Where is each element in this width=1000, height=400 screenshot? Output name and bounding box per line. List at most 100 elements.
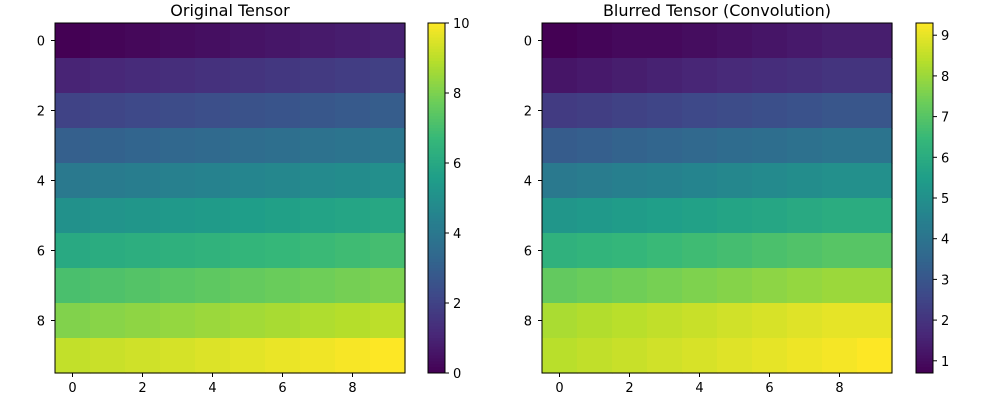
heatmap-cell — [300, 268, 336, 304]
colorbar-segment — [916, 326, 933, 330]
heatmap-cell — [822, 233, 858, 269]
colorbar-segment — [916, 221, 933, 225]
colorbar-segment — [428, 133, 445, 138]
colorbar-segment — [428, 177, 445, 181]
heatmap-cell — [647, 128, 683, 164]
colorbar-segment — [916, 291, 933, 295]
heatmap-cell — [787, 268, 823, 304]
heatmap-cell — [300, 58, 336, 94]
colorbar-segment — [428, 168, 445, 173]
colorbar-segment — [428, 367, 445, 371]
colorbar-segment — [428, 151, 445, 155]
heatmap-cell — [787, 128, 823, 164]
heatmap-cell — [55, 23, 91, 59]
colorbar-segment — [916, 224, 933, 228]
colorbar-segment — [916, 343, 933, 348]
colorbar-segment — [428, 75, 445, 79]
colorbar-segment — [428, 165, 445, 170]
colorbar-segment — [428, 250, 445, 254]
colorbar-segment — [916, 84, 933, 88]
colorbar-segment — [916, 107, 933, 111]
heatmap-cell — [90, 163, 126, 199]
colorbar-segment — [428, 93, 445, 97]
colorbar-segment — [428, 268, 445, 272]
heatmap-cell — [160, 23, 196, 59]
heatmap-cell — [577, 198, 613, 234]
colorbar-segment — [916, 235, 933, 240]
heatmap-cell — [125, 163, 161, 199]
heatmap-cell — [90, 303, 126, 339]
colorbar-tick-label: 2 — [941, 314, 949, 329]
heatmap-cell — [647, 163, 683, 199]
heatmap-cell — [370, 128, 406, 164]
heatmap-cell — [370, 23, 406, 59]
heatmap-cell — [647, 198, 683, 234]
colorbar-segment — [428, 346, 445, 351]
colorbar-segment — [428, 125, 445, 129]
colorbar-segment — [428, 361, 445, 365]
heatmap-cell — [160, 268, 196, 304]
colorbar-segment — [428, 335, 445, 339]
heatmap-cell — [542, 93, 578, 129]
colorbar-segment — [428, 101, 445, 106]
heatmap-cell — [90, 338, 126, 374]
colorbar-segment — [428, 320, 445, 324]
heatmap-cell — [230, 268, 266, 304]
colorbar-segment — [916, 95, 933, 100]
colorbar-segment — [428, 355, 445, 359]
heatmap-cell — [717, 163, 753, 199]
heatmap-cell — [370, 163, 406, 199]
heatmap-cell — [717, 338, 753, 374]
colorbar-segment — [916, 335, 933, 339]
heatmap-cell — [230, 338, 266, 374]
heatmap-cell — [160, 303, 196, 339]
heatmap-cell — [160, 128, 196, 164]
colorbar-segment — [916, 110, 933, 114]
y-tick-label: 6 — [37, 245, 45, 260]
colorbar-segment — [428, 189, 445, 193]
heatmap-cell — [542, 58, 578, 94]
heatmap-cell — [542, 163, 578, 199]
colorbar-segment — [428, 212, 445, 216]
x-tick-label: 2 — [138, 381, 146, 396]
colorbar-segment — [428, 55, 445, 59]
heatmap-cell — [752, 338, 788, 374]
colorbar-segment — [428, 52, 445, 56]
colorbar-segment — [428, 157, 445, 161]
heatmap-cell — [300, 338, 336, 374]
colorbar-segment — [916, 183, 933, 187]
heatmap-cell — [335, 233, 371, 269]
colorbar-segment — [428, 40, 445, 44]
heatmap-cell — [370, 198, 406, 234]
x-tick-label: 0 — [555, 381, 563, 396]
colorbar-segment — [428, 46, 445, 50]
heatmap-cell — [265, 93, 301, 129]
heatmap-cell — [822, 23, 858, 59]
heatmap-cell — [752, 303, 788, 339]
heatmap-cell — [647, 23, 683, 59]
colorbar-segment — [428, 206, 445, 211]
colorbar-segment — [428, 218, 445, 222]
x-tick-label: 4 — [695, 381, 703, 396]
colorbar-tick-label: 6 — [453, 157, 461, 172]
colorbar-segment — [916, 72, 933, 76]
heatmap-cell — [717, 23, 753, 59]
colorbar-segment — [428, 34, 445, 39]
colorbar-segment — [916, 128, 933, 132]
heatmap-cell — [612, 163, 648, 199]
colorbar-segment — [428, 72, 445, 76]
heatmap-cell — [265, 338, 301, 374]
colorbar: 0 2 4 6 8 10 — [427, 17, 470, 382]
colorbar-segment — [428, 227, 445, 231]
colorbar-segment — [428, 58, 445, 62]
colorbar-segment — [428, 364, 445, 368]
colorbar-segment — [428, 294, 445, 298]
heatmap-cell — [542, 23, 578, 59]
colorbar-segment — [916, 168, 933, 173]
heatmap-cell — [577, 233, 613, 269]
colorbar-segment — [916, 31, 933, 36]
heatmap-cell — [335, 268, 371, 304]
colorbar-segment — [916, 329, 933, 333]
colorbar-segment — [916, 247, 933, 251]
colorbar-segment — [428, 139, 445, 144]
